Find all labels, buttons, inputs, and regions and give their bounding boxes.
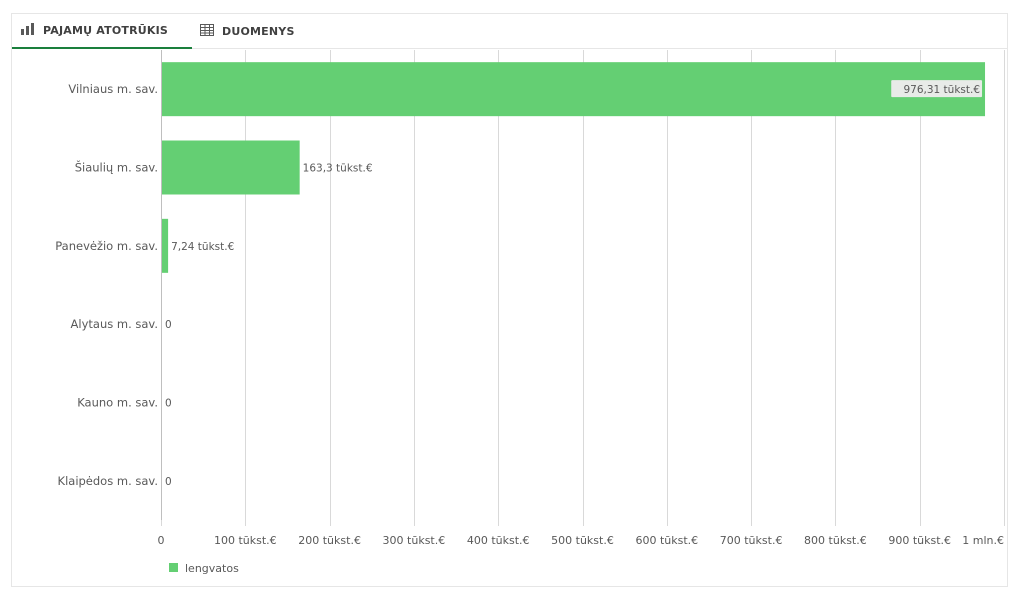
x-tick-label: 700 tūkst.€ (720, 534, 783, 547)
x-tick-label: 400 tūkst.€ (467, 534, 530, 547)
value-label: 0 (165, 398, 172, 410)
value-label: 976,31 tūkst.€ (903, 84, 980, 96)
legend-swatch (169, 563, 178, 572)
x-tick-label: 300 tūkst.€ (383, 534, 446, 547)
x-tick-label: 0 (158, 534, 165, 547)
value-label-background (891, 80, 983, 98)
value-label: 7,24 tūkst.€ (171, 241, 234, 253)
category-label: Panevėžio m. sav. (55, 239, 158, 253)
tab-duomenys[interactable]: DUOMENYS (200, 14, 310, 48)
category-label: Vilniaus m. sav. (68, 82, 158, 96)
x-tick-label: 600 tūkst.€ (635, 534, 698, 547)
bar[interactable] (162, 218, 169, 273)
bar[interactable] (162, 140, 300, 195)
x-tick-label: 800 tūkst.€ (804, 534, 867, 547)
bar[interactable] (162, 62, 986, 117)
table-icon (200, 23, 214, 39)
bar-chart-icon (21, 23, 35, 38)
legend-label[interactable]: lengvatos (185, 562, 239, 575)
category-label: Šiaulių m. sav. (75, 160, 158, 175)
tab-chart-label: PAJAMŲ ATOTRŪKIS (43, 24, 169, 37)
x-tick-label: 100 tūkst.€ (214, 534, 277, 547)
tab-bar: PAJAMŲ ATOTRŪKIS DUOMENYS (12, 14, 1007, 49)
x-tick-label: 1 mln.€ (962, 534, 1004, 547)
value-label: 0 (165, 319, 172, 331)
tab-pajamu-atotrukis[interactable]: PAJAMŲ ATOTRŪKIS (12, 14, 192, 49)
category-label: Klaipėdos m. sav. (58, 474, 158, 488)
category-label: Kauno m. sav. (77, 396, 158, 410)
x-tick-label: 200 tūkst.€ (298, 534, 361, 547)
tab-data-label: DUOMENYS (222, 24, 295, 38)
x-tick-label: 900 tūkst.€ (888, 534, 951, 547)
value-label: 163,3 tūkst.€ (303, 163, 373, 175)
x-tick-label: 500 tūkst.€ (551, 534, 614, 547)
category-label: Alytaus m. sav. (71, 317, 158, 331)
value-label: 0 (165, 476, 172, 488)
